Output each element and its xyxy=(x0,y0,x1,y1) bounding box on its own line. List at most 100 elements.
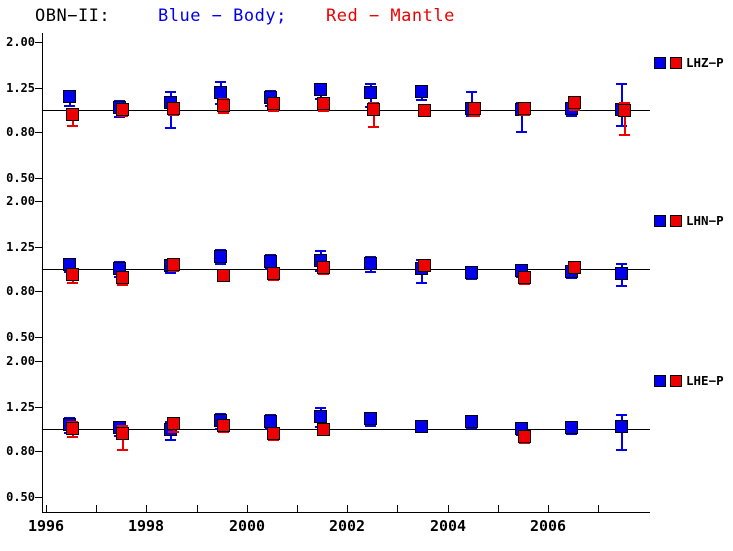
mantle-marker xyxy=(167,102,180,115)
y-tick xyxy=(35,337,42,338)
x-tick-label: 1998 xyxy=(127,517,165,535)
body-marker xyxy=(615,420,628,433)
mantle-marker xyxy=(367,103,380,116)
red-swatch-icon xyxy=(670,374,682,387)
y-tick-label: 2.00 xyxy=(6,35,35,49)
body-error-bar-cap xyxy=(315,250,326,252)
x-tick-label: 1996 xyxy=(27,517,65,535)
mantle-error-bar-cap xyxy=(218,112,229,114)
body-marker xyxy=(364,86,377,99)
mantle-error-bar-cap xyxy=(67,282,78,284)
body-error-bar-cap xyxy=(566,277,577,279)
y-tick xyxy=(35,88,42,89)
mantle-error-bar-cap xyxy=(368,126,379,128)
body-error-bar-cap xyxy=(64,105,75,107)
body-error-bar-cap xyxy=(416,282,427,284)
mantle-marker xyxy=(217,419,230,432)
x-tick xyxy=(146,505,147,512)
mantle-marker xyxy=(568,96,581,109)
mantle-error-bar-cap xyxy=(619,102,630,104)
mantle-error-bar-cap xyxy=(117,449,128,451)
mantle-error-bar-cap xyxy=(519,442,530,444)
mantle-marker xyxy=(267,267,280,280)
y-tick-label: 1.25 xyxy=(6,400,35,414)
mantle-marker xyxy=(317,97,330,110)
mantle-error-bar-cap xyxy=(519,283,530,285)
x-tick xyxy=(397,505,398,512)
y-tick-label: 0.50 xyxy=(6,330,35,344)
blue-swatch-icon xyxy=(654,374,666,387)
legend-lhn: LHN−P xyxy=(654,214,724,227)
mantle-error-bar-cap xyxy=(218,431,229,433)
mantle-error-bar-cap xyxy=(268,279,279,281)
mantle-marker xyxy=(116,427,129,440)
mantle-marker xyxy=(267,427,280,440)
mantle-error-bar xyxy=(624,103,626,136)
mantle-error-bar-cap xyxy=(117,284,128,286)
mantle-marker xyxy=(217,99,230,112)
x-tick xyxy=(247,505,248,512)
mantle-marker xyxy=(317,261,330,274)
body-marker xyxy=(415,420,428,433)
body-marker xyxy=(214,250,227,263)
mantle-error-bar-cap xyxy=(168,270,179,272)
y-tick-label: 0.50 xyxy=(6,490,35,504)
body-error-bar-cap xyxy=(466,91,477,93)
legend-lhz: LHZ−P xyxy=(654,56,724,69)
legend-label-lhn: LHN−P xyxy=(686,213,724,228)
body-error-bar-cap xyxy=(466,278,477,280)
mantle-marker xyxy=(518,271,531,284)
mantle-marker xyxy=(568,261,581,274)
body-error-bar-cap xyxy=(365,425,376,427)
body-marker xyxy=(615,267,628,280)
x-tick xyxy=(96,505,97,512)
mantle-error-bar-cap xyxy=(318,110,329,112)
mantle-marker xyxy=(418,104,431,117)
legend-label-lhe: LHE−P xyxy=(686,373,724,388)
y-tick xyxy=(35,291,42,292)
reference-line xyxy=(42,269,650,270)
body-error-bar xyxy=(521,103,523,132)
mantle-legend-text: Red − Mantle xyxy=(326,6,455,26)
x-axis-line xyxy=(42,512,650,513)
mantle-marker xyxy=(317,423,330,436)
x-tick xyxy=(46,505,47,512)
body-marker xyxy=(314,410,327,423)
body-error-bar-cap xyxy=(616,125,627,127)
x-tick xyxy=(297,505,298,512)
y-tick xyxy=(35,361,42,362)
red-swatch-icon xyxy=(670,56,682,69)
y-tick xyxy=(35,178,42,179)
body-marker xyxy=(364,412,377,425)
x-tick xyxy=(498,505,499,512)
mantle-error-bar-cap xyxy=(168,431,179,433)
mantle-marker xyxy=(418,259,431,272)
mantle-marker xyxy=(468,102,481,115)
body-error-bar-cap xyxy=(566,433,577,435)
body-error-bar-cap xyxy=(315,407,326,409)
body-error-bar-cap xyxy=(165,127,176,129)
body-error-bar-cap xyxy=(616,449,627,451)
reference-line xyxy=(42,429,650,430)
mantle-marker xyxy=(66,108,79,121)
legend-label-lhz: LHZ−P xyxy=(686,55,724,70)
mantle-error-bar-cap xyxy=(67,125,78,127)
body-marker xyxy=(565,421,578,434)
body-error-bar-cap xyxy=(165,91,176,93)
x-tick xyxy=(548,505,549,512)
y-tick xyxy=(35,407,42,408)
mantle-marker xyxy=(167,417,180,430)
body-error-bar-cap xyxy=(365,83,376,85)
y-tick-label: 0.50 xyxy=(6,171,35,185)
blue-swatch-icon xyxy=(654,56,666,69)
blue-swatch-icon xyxy=(654,214,666,227)
x-tick xyxy=(347,505,348,512)
y-tick xyxy=(35,132,42,133)
body-legend-text: Blue − Body; xyxy=(158,6,287,26)
y-tick xyxy=(35,247,42,248)
legend-lhe: LHE−P xyxy=(654,374,724,387)
x-tick-label: 2004 xyxy=(429,517,467,535)
x-tick-label: 2006 xyxy=(529,517,567,535)
y-tick xyxy=(35,42,42,43)
mantle-error-bar-cap xyxy=(318,273,329,275)
